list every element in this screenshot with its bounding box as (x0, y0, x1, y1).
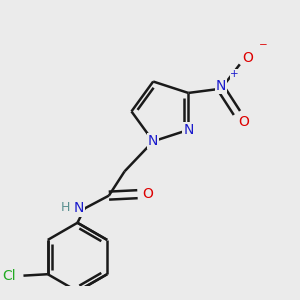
Text: N: N (183, 123, 194, 137)
Text: N: N (148, 134, 158, 148)
Text: O: O (242, 51, 253, 65)
Text: Cl: Cl (2, 268, 16, 283)
Text: H: H (61, 200, 70, 214)
Text: O: O (238, 115, 250, 128)
Text: O: O (142, 187, 153, 201)
Text: N: N (74, 202, 84, 215)
Text: N: N (216, 79, 226, 93)
Text: +: + (230, 69, 239, 79)
Text: −: − (259, 40, 268, 50)
